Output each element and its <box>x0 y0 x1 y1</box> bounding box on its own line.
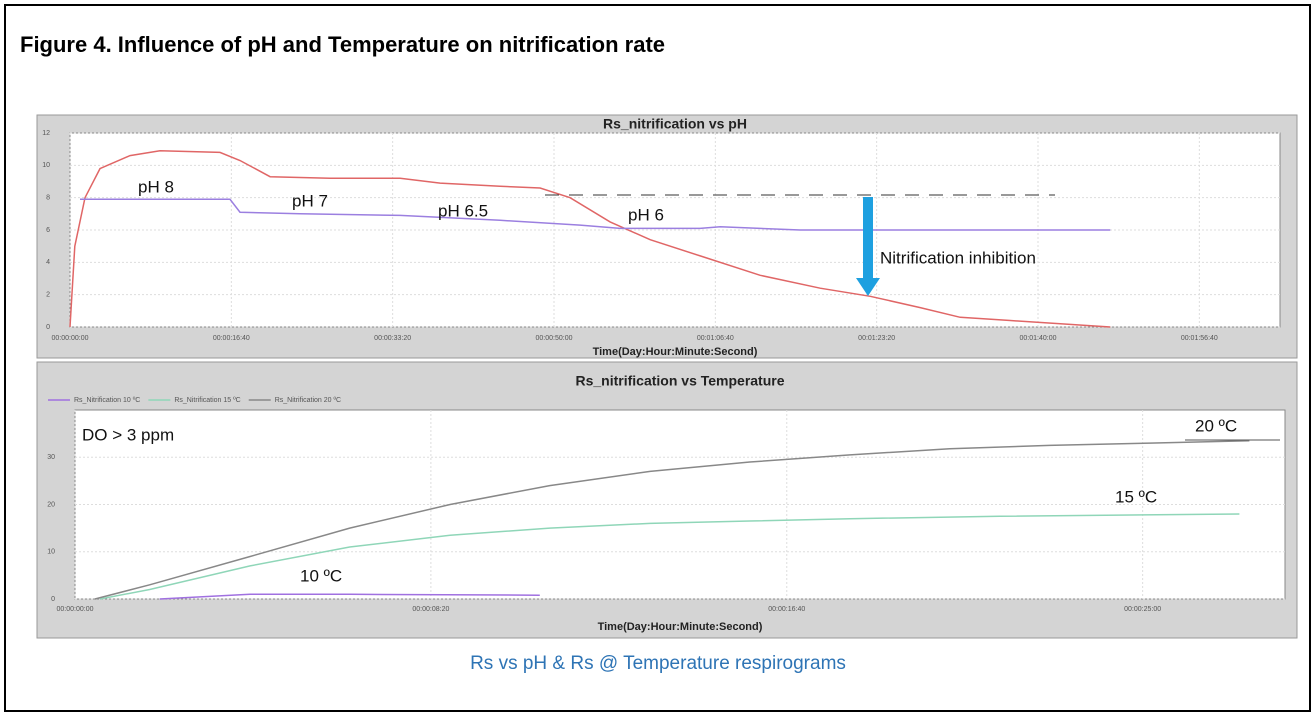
x-tick-label: 00:00:16:40 <box>213 335 250 342</box>
x-tick-label: 00:01:06:40 <box>697 335 734 342</box>
legend-label: Rs_Nitrification 15 ºC <box>174 397 240 404</box>
chart-title: Rs_nitrification vs Temperature <box>575 373 784 389</box>
series-line <box>69 150 1111 328</box>
y-tick-label: 30 <box>47 454 55 461</box>
annotation: pH 8 <box>138 177 174 196</box>
chart: Rs_nitrification vs pH Time(Day:Hour:Minu… <box>42 116 1281 358</box>
x-axis-label: Time(Day:Hour:Minute:Second) <box>593 346 758 358</box>
figure-title: Figure 4. Influence of pH and Temperatur… <box>20 32 665 57</box>
x-tick-label: 00:00:50:00 <box>536 335 573 342</box>
y-tick-label: 0 <box>51 596 55 603</box>
series-line <box>80 198 1111 231</box>
x-tick-label: 00:01:23:20 <box>858 335 895 342</box>
arrow-head <box>856 278 880 296</box>
y-tick-label: 10 <box>47 549 55 556</box>
x-tick-label: 00:00:16:40 <box>768 606 805 613</box>
series-line <box>99 513 1240 600</box>
y-tick-label: 4 <box>46 259 50 266</box>
x-tick-label: 00:00:00:00 <box>52 335 89 342</box>
y-tick-label: 10 <box>42 162 50 169</box>
series-line <box>159 593 540 600</box>
annotation: pH 6.5 <box>438 201 488 220</box>
x-tick-label: 00:00:25:00 <box>1124 606 1161 613</box>
x-tick-label: 00:00:00:00 <box>57 606 94 613</box>
annotation: pH 7 <box>292 191 328 210</box>
y-tick-label: 12 <box>42 130 50 137</box>
chart: Rs_nitrification vs Temperature Time(Day:… <box>47 373 1286 633</box>
x-tick-label: 00:01:40:00 <box>1020 335 1057 342</box>
legend-label: Rs_Nitrification 20 ºC <box>275 397 341 404</box>
arrow-shaft <box>863 197 873 279</box>
annotation: DO > 3 ppm <box>82 425 174 444</box>
annotation: 15 ºC <box>1115 487 1157 506</box>
y-tick-label: 6 <box>46 227 50 234</box>
y-tick-label: 20 <box>47 501 55 508</box>
legend-label: Rs_Nitrification 10 ºC <box>74 397 140 404</box>
y-tick-label: 2 <box>46 292 50 299</box>
x-tick-label: 00:00:08:20 <box>412 606 449 613</box>
y-tick-label: 0 <box>46 324 50 331</box>
annotation: Nitrification inhibition <box>880 248 1036 267</box>
series-line <box>94 439 1250 600</box>
caption: Rs vs pH & Rs @ Temperature respirograms <box>470 653 846 674</box>
x-axis-label: Time(Day:Hour:Minute:Second) <box>598 621 763 633</box>
x-tick-label: 00:01:56:40 <box>1181 335 1218 342</box>
x-tick-label: 00:00:33:20 <box>374 335 411 342</box>
y-tick-label: 8 <box>46 195 50 202</box>
annotation: pH 6 <box>628 205 664 224</box>
annotation: 10 ºC <box>300 566 342 585</box>
annotation: 20 ºC <box>1195 416 1237 435</box>
chart-title: Rs_nitrification vs pH <box>603 116 747 132</box>
